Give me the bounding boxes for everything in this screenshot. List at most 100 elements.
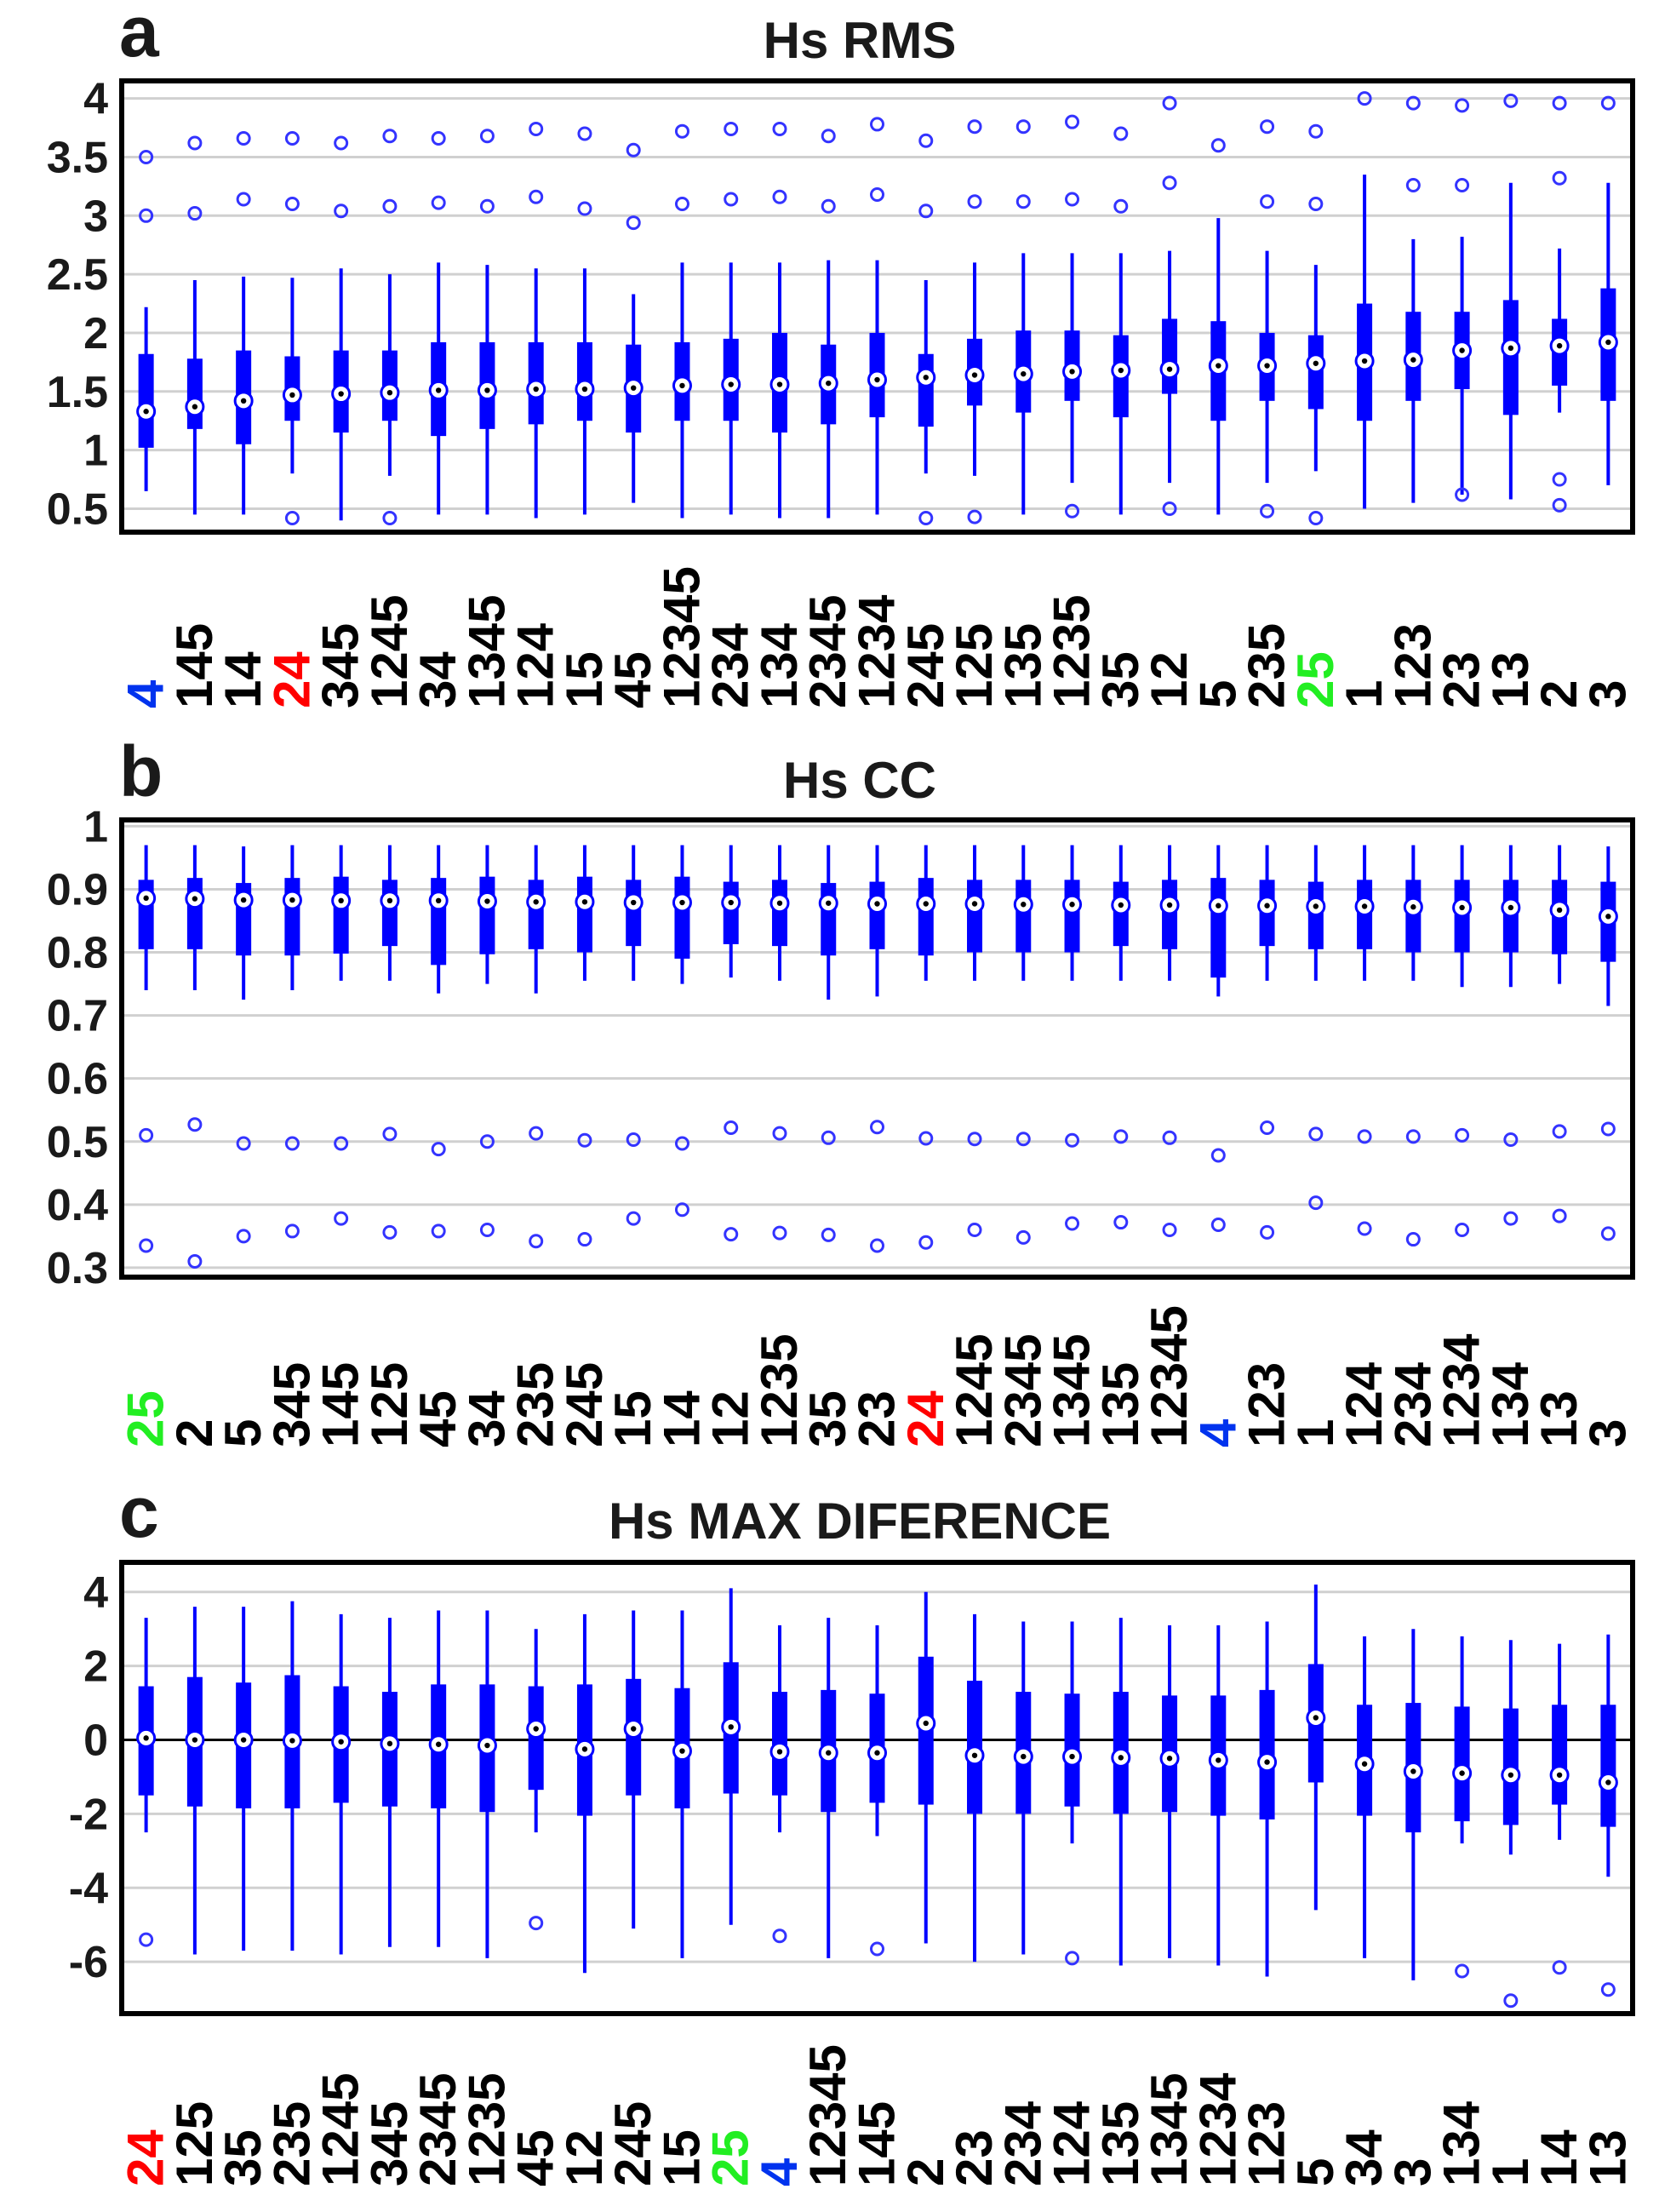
x-tick-label: 1235 bbox=[1044, 595, 1101, 708]
outlier bbox=[1405, 1129, 1421, 1144]
x-tick-label: 1245 bbox=[312, 2073, 369, 2186]
x-tick-label: 12 bbox=[556, 2129, 613, 2186]
x-tick-label: 45 bbox=[409, 1390, 466, 1447]
median-dot bbox=[728, 899, 734, 906]
median-dot bbox=[435, 387, 442, 393]
outlier bbox=[382, 1224, 398, 1240]
box-13 bbox=[1549, 845, 1570, 1223]
median-dot bbox=[435, 1741, 442, 1747]
panel-a-letter: a bbox=[119, 0, 160, 72]
median-dot bbox=[192, 404, 198, 410]
x-tick-label: 34 bbox=[1336, 2129, 1393, 2186]
x-tick-label: 245 bbox=[556, 1362, 613, 1447]
x-tick-label: 14 bbox=[215, 651, 272, 708]
median-dot bbox=[1556, 907, 1563, 914]
median-dot bbox=[826, 380, 832, 387]
box-body bbox=[186, 358, 203, 429]
x-tick-label: 145 bbox=[849, 2101, 906, 2186]
box-345 bbox=[380, 1618, 400, 1947]
box-15 bbox=[623, 845, 644, 1226]
median-dot bbox=[289, 1738, 295, 1744]
box-145 bbox=[331, 845, 352, 1226]
x-tick-label: 13 bbox=[1482, 651, 1539, 708]
outlier bbox=[1260, 1224, 1275, 1240]
box-body bbox=[381, 880, 398, 947]
outlier bbox=[139, 1932, 154, 1947]
outlier bbox=[1113, 1215, 1129, 1230]
x-tick-label: 145 bbox=[312, 1362, 369, 1447]
outlier bbox=[1260, 119, 1275, 135]
outlier bbox=[870, 1238, 884, 1253]
panel-b: b Hs CC 0.30.40.50.60.70.80.912525345145… bbox=[47, 731, 1637, 1447]
box-235 bbox=[1257, 119, 1278, 519]
box-135 bbox=[1013, 119, 1033, 515]
x-tick-label: 12 bbox=[702, 1390, 759, 1447]
outlier bbox=[1357, 1129, 1372, 1144]
box-14 bbox=[1549, 1643, 1570, 1975]
x-tick-label: 135 bbox=[1092, 2101, 1149, 2186]
outlier bbox=[1600, 1226, 1616, 1241]
axes-frame bbox=[119, 817, 1635, 1280]
outlier bbox=[479, 1222, 495, 1237]
x-tick-label: 1245 bbox=[361, 595, 418, 708]
median-dot bbox=[728, 1724, 734, 1730]
y-tick-label: 0.5 bbox=[47, 1118, 108, 1167]
x-tick-label: 1234 bbox=[849, 594, 906, 708]
panel-b-plot: 0.30.40.50.60.70.80.91252534514512545342… bbox=[47, 802, 1637, 1447]
outlier bbox=[1600, 1121, 1616, 1137]
outlier bbox=[1065, 1216, 1080, 1231]
outlier bbox=[1162, 501, 1177, 516]
box-body bbox=[1162, 318, 1178, 394]
box-124 bbox=[1062, 1621, 1083, 1966]
x-tick-label: 1234 bbox=[1433, 1333, 1490, 1447]
outlier bbox=[821, 198, 836, 214]
outlier bbox=[918, 203, 934, 219]
box-body bbox=[186, 878, 203, 949]
outlier bbox=[870, 1941, 884, 1957]
x-tick-label: 3 bbox=[1579, 680, 1636, 708]
box-234 bbox=[1403, 845, 1423, 1247]
box-25 bbox=[136, 845, 157, 1253]
median-dot bbox=[533, 899, 539, 905]
median-dot bbox=[1459, 347, 1465, 353]
median-dot bbox=[581, 386, 588, 393]
outlier bbox=[577, 1132, 592, 1148]
outlier bbox=[187, 206, 203, 221]
median-dot bbox=[1216, 1757, 1221, 1763]
median-dot bbox=[1313, 360, 1319, 366]
outlier bbox=[821, 1130, 836, 1145]
box-body bbox=[528, 880, 544, 949]
y-tick-label: -2 bbox=[69, 1790, 108, 1839]
x-tick-label: 15 bbox=[653, 2129, 710, 2186]
box-1 bbox=[1501, 1640, 1521, 2009]
outlier bbox=[724, 1120, 739, 1135]
outlier bbox=[284, 510, 300, 525]
outlier bbox=[1260, 503, 1275, 519]
box-body bbox=[284, 878, 300, 956]
x-tick-label: 135 bbox=[1092, 1362, 1149, 1447]
outlier bbox=[918, 1235, 934, 1250]
x-tick-label: 4 bbox=[1189, 1418, 1246, 1447]
box-23 bbox=[867, 845, 887, 1253]
median-dot bbox=[874, 376, 880, 383]
y-tick-label: 3.5 bbox=[47, 133, 108, 182]
median-dot bbox=[1507, 904, 1514, 911]
median-dot bbox=[435, 897, 442, 904]
median-dot bbox=[679, 899, 685, 906]
x-tick-label: 125 bbox=[361, 1362, 418, 1447]
y-tick-label: 0.7 bbox=[47, 992, 108, 1041]
median-dot bbox=[338, 1739, 344, 1745]
box-3 bbox=[1598, 846, 1618, 1241]
box-1245 bbox=[964, 845, 985, 1237]
x-tick-label: 1235 bbox=[458, 2073, 515, 2186]
median-dot bbox=[240, 1737, 247, 1743]
box-body bbox=[723, 881, 739, 944]
outlier bbox=[967, 1132, 982, 1147]
box-1345 bbox=[1062, 845, 1083, 1231]
outlier bbox=[236, 1229, 251, 1244]
box-1234 bbox=[1208, 1625, 1228, 1966]
outlier bbox=[334, 135, 349, 151]
median-dot bbox=[1605, 914, 1611, 920]
box-2345 bbox=[1013, 845, 1033, 1245]
box-body bbox=[138, 353, 154, 448]
